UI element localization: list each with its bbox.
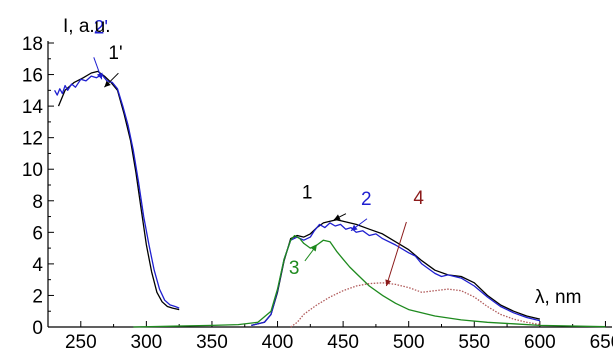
annotation-label-4: 4: [413, 188, 424, 209]
y-tick-label-2: 2: [32, 286, 43, 307]
x-tick-label-500: 500: [393, 332, 425, 353]
annotation-label-2prime: 2': [94, 17, 108, 38]
x-tick-label-350: 350: [196, 332, 228, 353]
annotation-arrow-4: [385, 221, 407, 287]
x-tick-label-400: 400: [262, 332, 294, 353]
annotation-arrowhead: [350, 224, 358, 231]
annotation-arrowhead: [385, 279, 392, 286]
series-line-4: [290, 282, 541, 328]
y-tick-label-14: 14: [22, 97, 44, 118]
y-tick-label-8: 8: [32, 192, 43, 213]
series-line-1prime: [57, 70, 180, 311]
y-tick-label-6: 6: [32, 223, 43, 244]
x-axis-label: λ, nm: [535, 287, 581, 308]
x-tick-label-600: 600: [524, 332, 556, 353]
series-line-2prime: [54, 73, 180, 309]
y-tick-label-12: 12: [22, 129, 43, 150]
tick-marks: [47, 42, 606, 328]
annotation-label-1: 1: [302, 183, 313, 204]
y-tick-label-18: 18: [22, 34, 43, 55]
annotation-label-2: 2: [361, 189, 372, 210]
curve-annotations: 2'1' 1 2 3 4: [93, 17, 424, 287]
annotation-label-1prime: 1': [108, 43, 122, 64]
x-tick-label-650: 650: [590, 332, 613, 353]
annotation-label-3: 3: [289, 258, 300, 279]
y-tick-label-10: 10: [22, 160, 43, 181]
x-tick-label-450: 450: [327, 332, 359, 353]
x-tick-label-300: 300: [131, 332, 163, 353]
y-tick-label-16: 16: [22, 66, 43, 87]
axes: [47, 41, 612, 328]
y-tick-label-4: 4: [32, 255, 43, 276]
x-tick-label-250: 250: [65, 332, 97, 353]
series-line-2: [251, 222, 541, 327]
y-axis-label: I, a.u.: [63, 16, 111, 37]
y-tick-label-0: 0: [32, 318, 43, 339]
annotation-arrowhead: [104, 80, 111, 88]
annotation-arrowhead: [96, 72, 103, 80]
series-curves: [54, 70, 606, 328]
tick-labels: 2503003504004505005506006500246810121416…: [22, 34, 613, 353]
x-tick-label-550: 550: [458, 332, 490, 353]
series-line-3: [133, 234, 606, 328]
annotation-arrowhead: [333, 214, 341, 220]
annotation-arrowhead: [310, 244, 317, 252]
